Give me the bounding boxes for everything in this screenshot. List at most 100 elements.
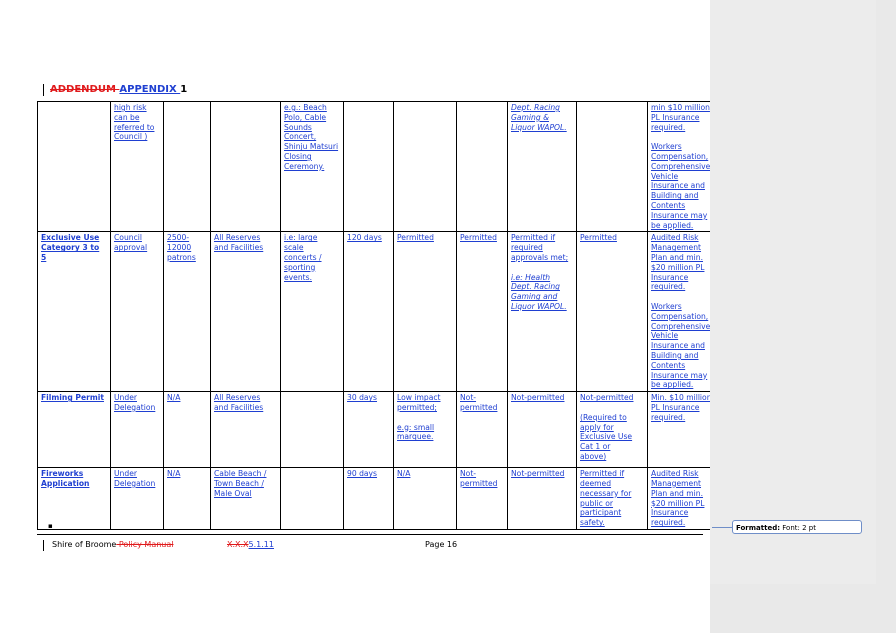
cell-line: Application (41, 478, 90, 488)
footer-org-name: Shire of Broome (52, 540, 117, 549)
markup-margin-pane (710, 0, 896, 633)
cell-area: Cable Beach / Town Beach / Male Oval (210, 467, 281, 530)
cell-example: e.g.: Beach Polo, Cable Sounds Concert, Shin… (280, 100, 344, 233)
cell-line: $20 million PL (651, 262, 705, 272)
cell-line: i.e: Health (511, 272, 551, 282)
cell-approval: high risk can be referred to Council ) (110, 100, 164, 233)
cell-alcohol: Permitted (393, 231, 457, 393)
cell-line: N/A (167, 393, 181, 403)
change-bar (43, 84, 44, 96)
cell-example (280, 391, 344, 469)
cell-area (210, 100, 281, 233)
table-row: Exclusive Use Category 3 to 5 Council appro… (37, 231, 721, 393)
cell-approvals: Not-permitted (507, 391, 577, 469)
blank-line (580, 403, 644, 413)
cell-bbq: Permitted (456, 231, 508, 393)
cell-notice (343, 100, 394, 233)
cell-line: Low impact (397, 393, 441, 403)
cell-notice: 120 days (343, 231, 394, 393)
cell-line: Fireworks (41, 469, 84, 479)
cell-line: Dept. Racing (511, 282, 560, 292)
cell-line: and Facilities (214, 402, 264, 412)
cell-line: required. (651, 122, 686, 132)
cell-name: Filming Permit (37, 391, 111, 469)
cell-line: Gaming and (511, 292, 558, 302)
cell-capacity: N/A (163, 391, 211, 469)
cell-line: 2500- (167, 233, 190, 243)
cell-alcohol (393, 100, 457, 233)
cell-line: Filming Permit (41, 393, 105, 403)
cell-line: 90 days (347, 469, 378, 479)
cell-line: PL Insurance (651, 402, 700, 412)
cell-line: permitted (460, 478, 498, 488)
cell-line: Workers (651, 142, 682, 152)
cell-line: public or (580, 498, 614, 508)
cell-name: Fireworks Application (37, 467, 111, 530)
cell-line: Dept. Racing (511, 103, 560, 112)
comment-label: Formatted: (736, 524, 781, 532)
blank-line (651, 292, 717, 302)
cell-line: Under (114, 469, 137, 479)
cell-line: high risk (114, 103, 147, 112)
table-row: Filming Permit Under Delegation N/A All Rese… (37, 391, 721, 469)
cell-line: Not- (460, 469, 477, 479)
cell-line: Not-permitted (511, 393, 565, 403)
cell-line: above) (580, 451, 607, 461)
cell-line: Workers (651, 301, 682, 311)
cell-line: Permitted if (580, 469, 625, 479)
cell-line: N/A (167, 469, 181, 479)
cell-line: Vehicle (651, 331, 679, 341)
cell-line: sporting (284, 262, 316, 272)
cell-line: events. (284, 272, 312, 282)
cell-line: concerts / (284, 252, 322, 262)
cell-approvals: Not-permitted (507, 467, 577, 530)
cell-line: Plan and min. (651, 252, 704, 262)
paragraph-mark: ▪ (48, 522, 53, 530)
cell-line: Vehicle (651, 171, 679, 181)
cell-line: Town Beach / (214, 478, 264, 488)
cell-example (280, 467, 344, 530)
cell-line: required. (651, 282, 686, 292)
cell-line: 120 days (347, 233, 382, 243)
cell-line: Concert, (284, 132, 317, 142)
cell-line: $20 million PL (651, 498, 705, 508)
cell-line: 12000 (167, 243, 192, 253)
cell-line: Audited Risk (651, 233, 699, 243)
heading-inserted-text: APPENDIX (119, 84, 181, 95)
heading-deleted-text: ADDENDUM (50, 84, 120, 95)
cell-line: Cat 1 or (580, 442, 611, 452)
cell-line: All Reserves (214, 233, 261, 243)
cell-line: Not- (460, 393, 477, 403)
footer-change-bar (43, 540, 44, 551)
cell-line: Contents (651, 200, 686, 210)
cell-exclusive: Permitted (576, 231, 648, 393)
cell-line: Shinju Matsuri (284, 142, 339, 152)
cell-insurance: Audited Risk Management Plan and min. $20 m… (647, 467, 721, 530)
cell-line: scale (284, 243, 304, 253)
cell-line: Delegation (114, 478, 156, 488)
cell-line: Under (114, 393, 137, 403)
cell-approval: Council approval (110, 231, 164, 393)
cell-notice: 30 days (343, 391, 394, 469)
footer-page-number: Page 16 (425, 540, 458, 549)
cell-line: PL Insurance (651, 112, 700, 122)
cell-line: be applied. (651, 220, 694, 230)
cell-line: permitted; (397, 402, 437, 412)
cell-exclusive: Not-permitted (Required to apply for Exclus… (576, 391, 648, 469)
footer-ref: X.X.X5.1.11 (227, 540, 274, 549)
cell-line: Insurance and (651, 341, 705, 351)
cell-line: Management (651, 243, 702, 253)
cell-line: Management (651, 478, 702, 488)
cell-line: Contents (651, 360, 686, 370)
cell-line: Permitted if (511, 233, 556, 243)
cell-exclusive (576, 100, 648, 233)
cell-approval: Under Delegation (110, 467, 164, 530)
cell-line: i.e: large (284, 233, 318, 243)
cell-bbq: Not-permitted (456, 467, 508, 530)
format-comment-balloon[interactable]: Formatted: Font: 2 pt (732, 520, 862, 534)
cell-line: Not-permitted (511, 469, 565, 479)
cell-line: min $10 million (651, 103, 710, 112)
cell-line: Gaming & (511, 112, 550, 122)
cell-insurance: min $10 million PL Insurance required. Work… (647, 100, 721, 233)
cell-line: Not-permitted (580, 393, 634, 403)
